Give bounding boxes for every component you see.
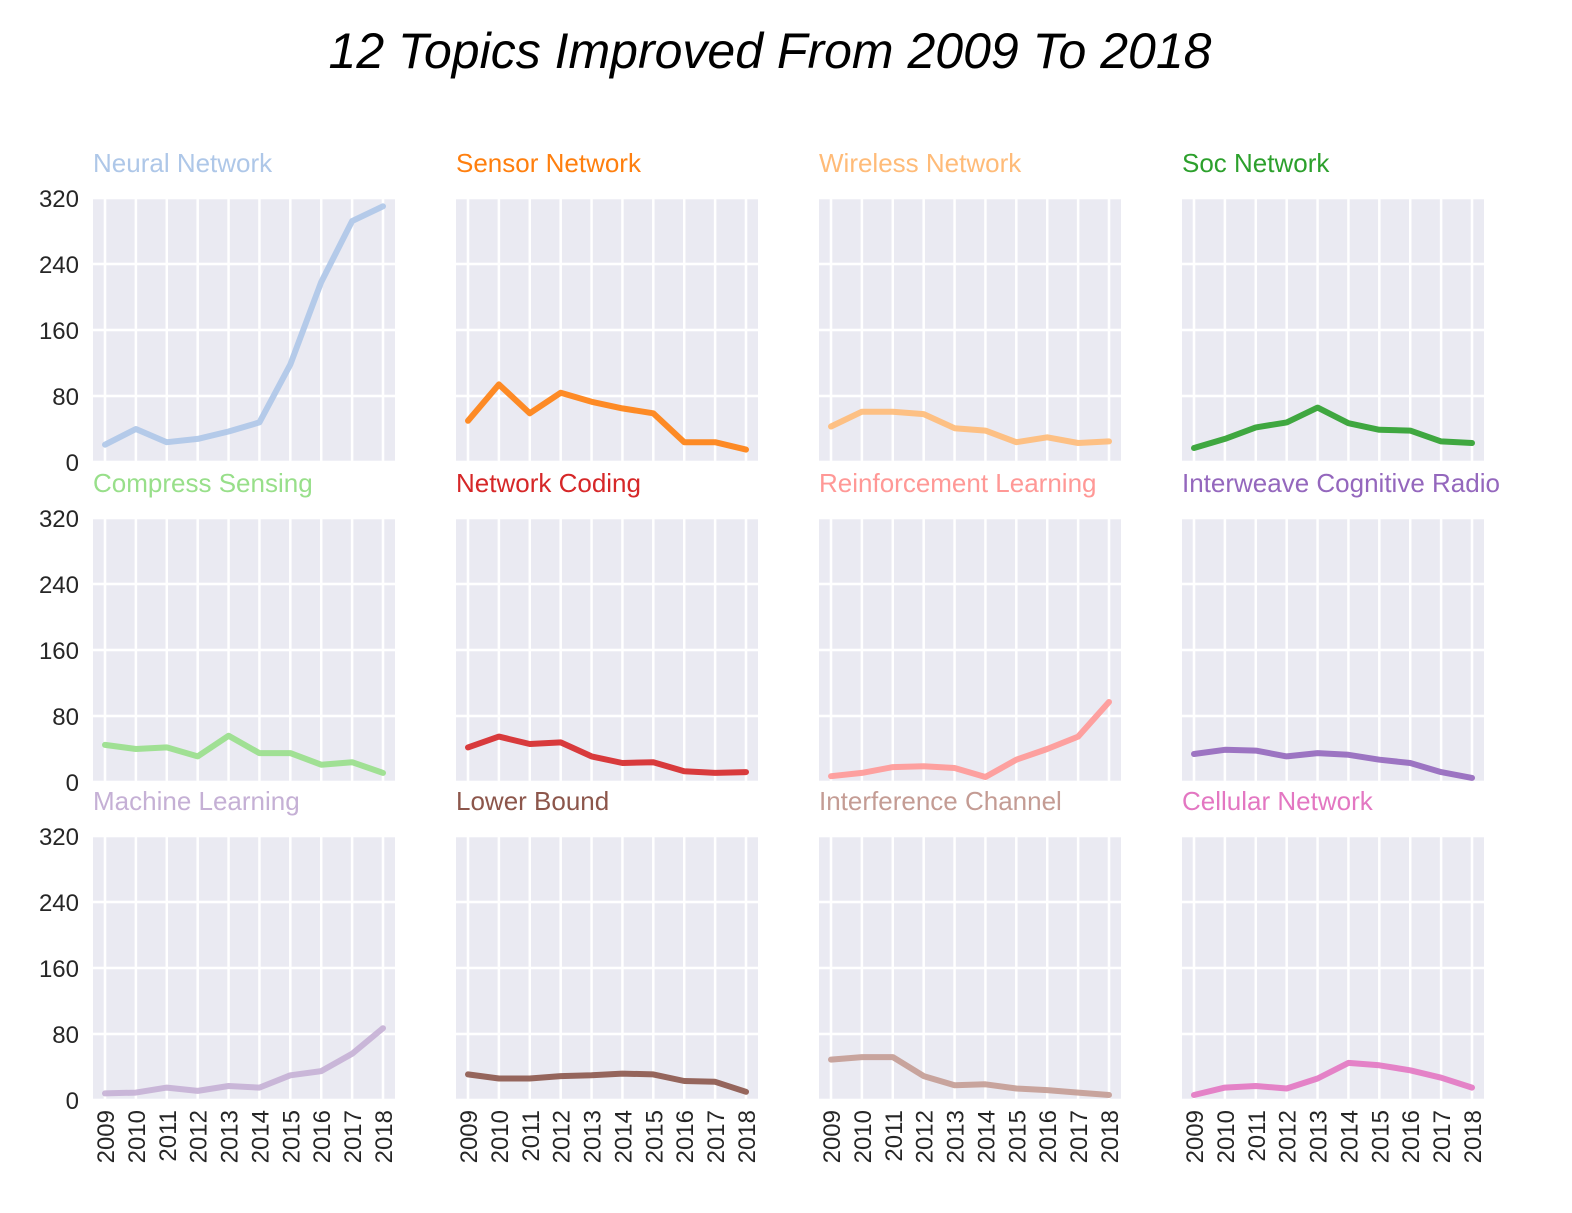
x-tick-label: 2012 xyxy=(186,1110,213,1163)
x-tick-label: 2011 xyxy=(518,1110,545,1162)
y-tick-label: 240 xyxy=(39,572,79,599)
y-tick-label: 0 xyxy=(66,770,79,797)
panel: Soc Network xyxy=(1182,148,1484,464)
x-tick-label: 2010 xyxy=(1213,1110,1240,1163)
x-tick-label: 2015 xyxy=(1367,1110,1394,1163)
x-tick-label: 2010 xyxy=(850,1110,877,1163)
panel-title: Soc Network xyxy=(1182,148,1330,178)
panel-title: Lower Bound xyxy=(456,786,609,816)
x-tick-label: 2011 xyxy=(1244,1110,1271,1162)
x-tick-label: 2011 xyxy=(155,1110,182,1162)
panel: Interweave Cognitive Radio xyxy=(1182,468,1500,784)
x-tick-label: 2013 xyxy=(217,1110,244,1163)
panel: Neural Network 0 80 160 240 320 xyxy=(39,148,395,477)
series-line xyxy=(102,732,386,776)
x-tick-label: 2016 xyxy=(1035,1110,1062,1163)
x-tick-label: 2018 xyxy=(734,1110,761,1163)
panel-title: Compress Sensing xyxy=(93,468,313,498)
x-tick-label: 2017 xyxy=(340,1110,367,1163)
y-tick-label: 320 xyxy=(39,824,79,851)
panel: Compress Sensing 0 80 160 240 320 xyxy=(39,468,395,797)
x-tick-label: 2018 xyxy=(371,1110,398,1163)
series-line xyxy=(465,381,749,453)
series-line xyxy=(828,408,1112,446)
panel: Network Coding xyxy=(456,468,758,784)
x-tick-label: 2009 xyxy=(456,1110,483,1163)
x-tick-label: 2016 xyxy=(309,1110,336,1163)
panel: Reinforcement Learning xyxy=(819,468,1121,784)
x-tick-label: 2012 xyxy=(912,1110,939,1163)
y-tick-label: 160 xyxy=(39,638,79,665)
panel-title: Machine Learning xyxy=(93,786,300,816)
x-tick-label: 2011 xyxy=(881,1110,908,1162)
panel-title: Wireless Network xyxy=(819,148,1022,178)
x-tick-label: 2013 xyxy=(943,1110,970,1163)
panel: Interference Channel 2009 2010 2011 2012 2013… xyxy=(819,786,1124,1163)
panel-title: Sensor Network xyxy=(456,148,642,178)
x-tick-label: 2014 xyxy=(1336,1110,1363,1163)
panel: Machine Learning 0 80 160 240 320 2009 2010 2011… xyxy=(39,786,398,1163)
x-tick-label: 2009 xyxy=(1182,1110,1209,1163)
series-line xyxy=(1191,404,1475,451)
x-tick-label: 2017 xyxy=(703,1110,730,1163)
x-tick-label: 2018 xyxy=(1097,1110,1124,1163)
x-tick-label: 2018 xyxy=(1460,1110,1487,1163)
x-tick-label: 2015 xyxy=(1004,1110,1031,1163)
y-tick-label: 80 xyxy=(52,1022,79,1049)
y-tick-label: 0 xyxy=(66,1088,79,1115)
x-tick-label: 2012 xyxy=(549,1110,576,1163)
x-tick-label: 2017 xyxy=(1066,1110,1093,1163)
y-tick-label: 80 xyxy=(52,384,79,411)
panel: Sensor Network xyxy=(456,148,758,464)
panel-title: Network Coding xyxy=(456,468,641,498)
panel: Cellular Network 2009 2010 2011 2012 2013 2014… xyxy=(1182,786,1487,1163)
y-tick-label: 240 xyxy=(39,252,79,279)
x-tick-label: 2015 xyxy=(641,1110,668,1163)
x-tick-label: 2009 xyxy=(819,1110,846,1163)
x-tick-label: 2015 xyxy=(278,1110,305,1163)
x-tick-label: 2010 xyxy=(124,1110,151,1163)
y-tick-label: 160 xyxy=(39,318,79,345)
x-tick-label: 2009 xyxy=(93,1110,120,1163)
series-line xyxy=(465,733,749,776)
x-tick-label: 2016 xyxy=(1398,1110,1425,1163)
y-tick-label: 80 xyxy=(52,704,79,731)
series-line xyxy=(828,1054,1112,1098)
x-tick-label: 2010 xyxy=(487,1110,514,1163)
panel-title: Neural Network xyxy=(93,148,273,178)
panel-title: Interference Channel xyxy=(819,786,1062,816)
chart-title: 12 Topics Improved From 2009 To 2018 xyxy=(328,23,1212,79)
x-tick-label: 2017 xyxy=(1429,1110,1456,1163)
panel-title: Cellular Network xyxy=(1182,786,1374,816)
series-line xyxy=(102,203,386,448)
y-tick-label: 320 xyxy=(39,506,79,533)
x-tick-label: 2013 xyxy=(1306,1110,1333,1163)
series-line xyxy=(1191,1059,1475,1098)
x-tick-label: 2013 xyxy=(580,1110,607,1163)
x-tick-label: 2012 xyxy=(1275,1110,1302,1163)
series-line xyxy=(102,1025,386,1097)
panel-title: Interweave Cognitive Radio xyxy=(1182,468,1500,498)
y-tick-label: 0 xyxy=(66,450,79,477)
panel-title: Reinforcement Learning xyxy=(819,468,1097,498)
x-tick-label: 2014 xyxy=(610,1110,637,1163)
x-tick-label: 2014 xyxy=(973,1110,1000,1163)
series-line xyxy=(465,1070,749,1095)
y-tick-label: 160 xyxy=(39,956,79,983)
x-tick-label: 2016 xyxy=(672,1110,699,1163)
series-line xyxy=(1191,746,1475,781)
y-tick-label: 320 xyxy=(39,186,79,213)
y-tick-label: 240 xyxy=(39,890,79,917)
series-line xyxy=(828,699,1112,780)
x-tick-label: 2014 xyxy=(247,1110,274,1163)
panel: Wireless Network xyxy=(819,148,1121,464)
